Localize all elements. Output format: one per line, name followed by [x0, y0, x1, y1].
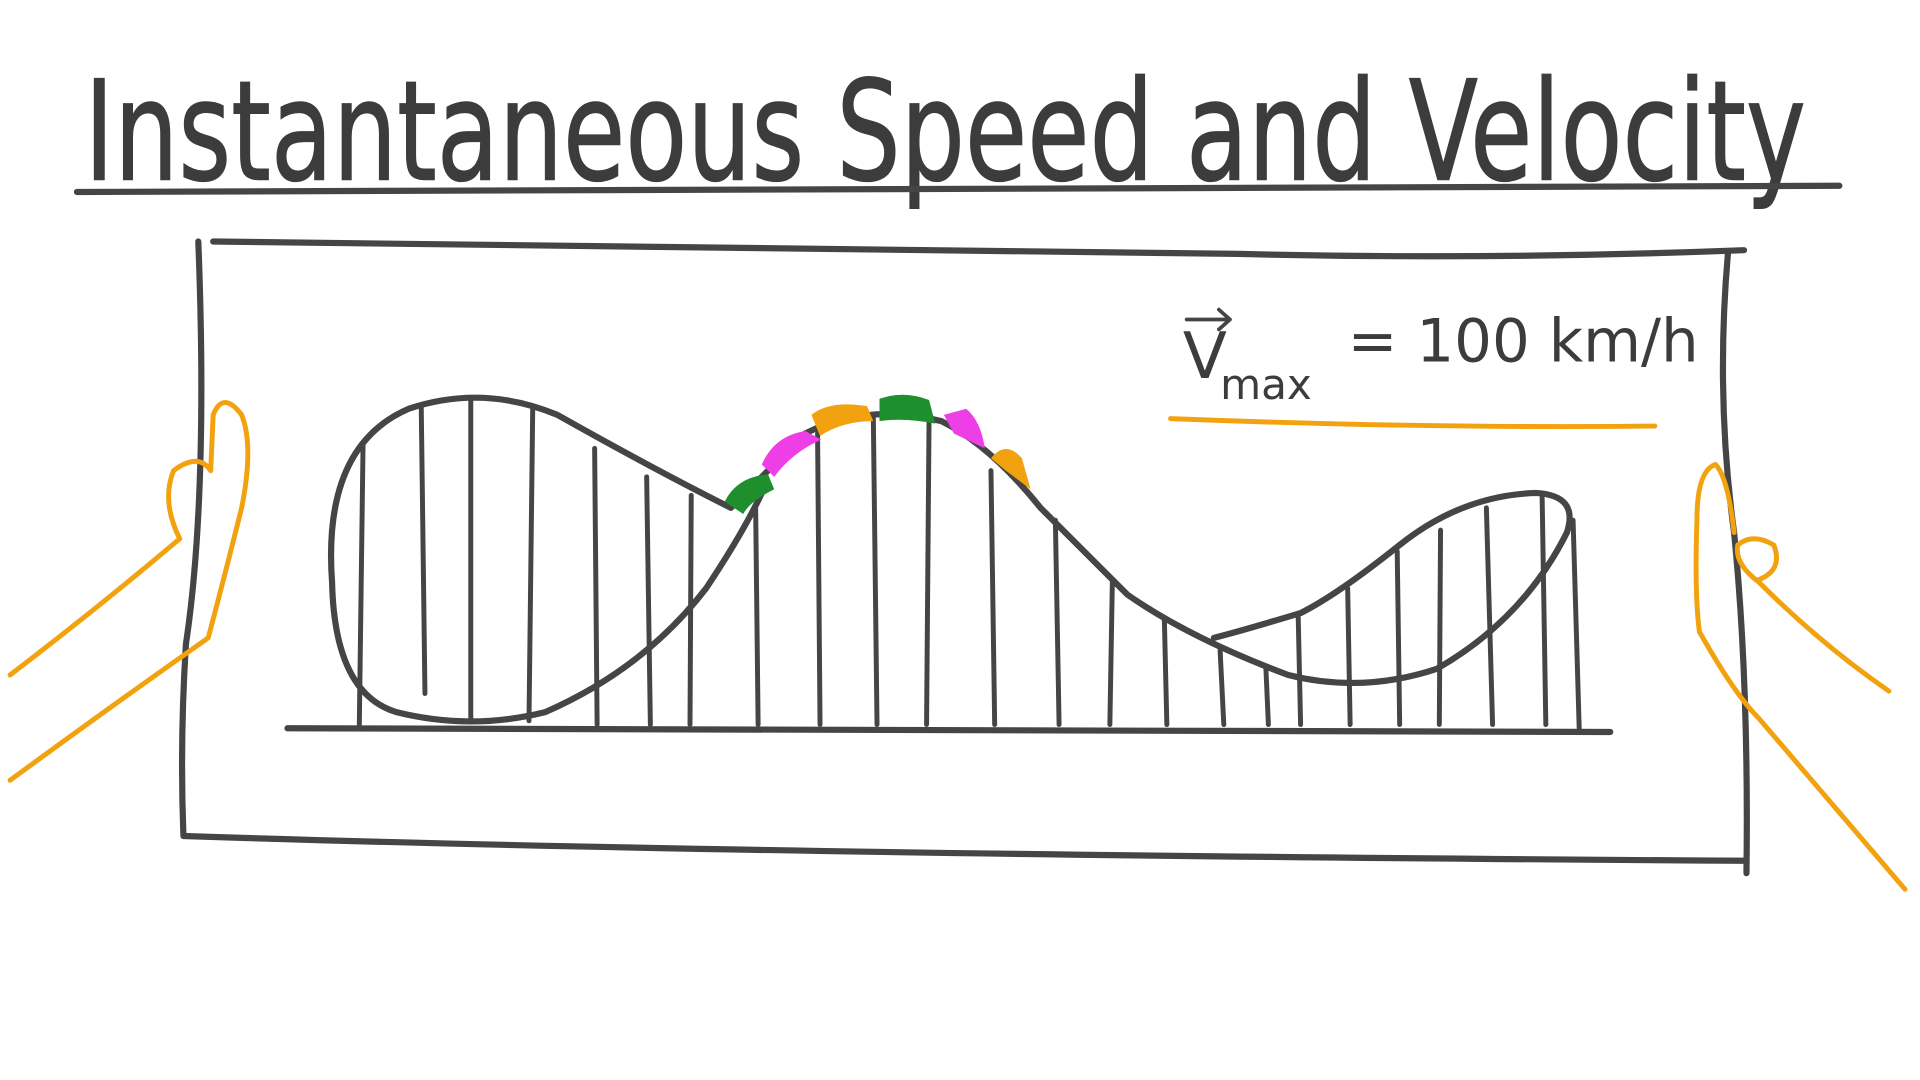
title: Instantaneous Speed and Velocity	[84, 51, 1806, 213]
coaster-cars	[724, 394, 1031, 514]
car	[761, 431, 822, 477]
formula-symbol: V	[1183, 319, 1227, 394]
support-posts	[356, 396, 1582, 734]
right-hand	[1693, 461, 1908, 892]
title-underline	[73, 182, 1843, 196]
ground	[284, 725, 1614, 736]
car	[990, 448, 1031, 490]
car	[879, 394, 936, 424]
car	[724, 474, 775, 514]
formula-value: = 100 km/h	[1348, 308, 1699, 377]
car	[943, 408, 985, 449]
formula-subscript: max	[1220, 360, 1312, 409]
formula: V max = 100 km/h	[1168, 307, 1699, 430]
left-hand	[7, 400, 251, 783]
vector-arrow	[1184, 307, 1232, 332]
roller-coaster-track	[328, 394, 1573, 725]
car	[811, 404, 874, 436]
formula-underline	[1168, 416, 1658, 430]
